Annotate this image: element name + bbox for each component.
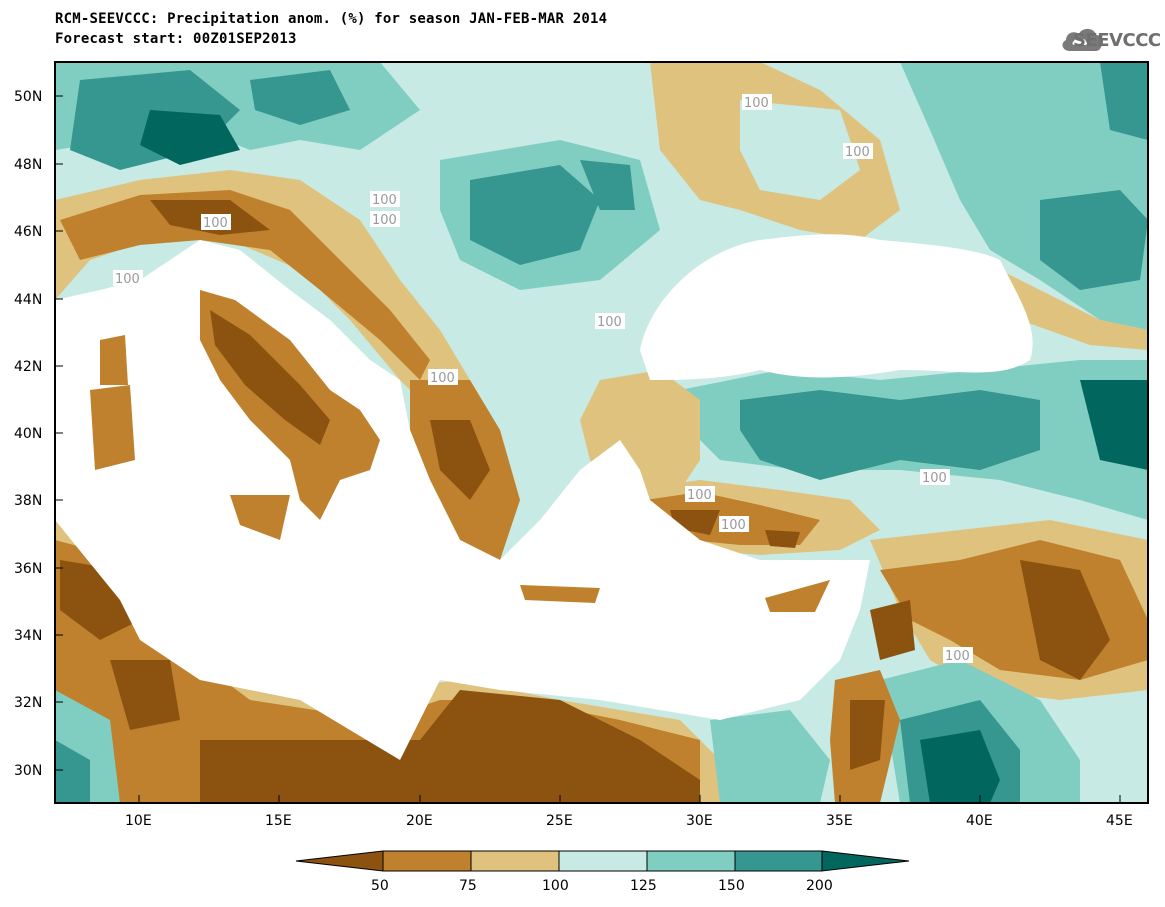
contour-label-bg [742, 94, 772, 110]
colorbar-segment-150-200 [734, 850, 823, 872]
anomaly-region [110, 660, 180, 730]
lon-label: 20E [406, 813, 433, 829]
anomaly-region [470, 165, 600, 265]
anomaly-region [60, 190, 430, 380]
lon-label: 40E [966, 813, 993, 829]
contour-label: 100 [115, 272, 140, 287]
contour-label: 100 [372, 213, 397, 228]
contour-label-bg [685, 486, 715, 502]
lat-label: 48N [14, 157, 42, 173]
colorbar-label: 150 [718, 878, 745, 894]
contour-labels: 100 100 100 100 100 100 100 100 100 100 … [113, 94, 973, 664]
colorbar-segment-below-50 [295, 850, 384, 872]
lat-label: 42N [14, 359, 42, 375]
colorbar-label: 125 [630, 878, 657, 894]
corsica [100, 335, 128, 385]
contour-label: 100 [372, 193, 397, 208]
lat-label: 44N [14, 292, 42, 308]
lon-label: 15E [265, 813, 292, 829]
sardinia [90, 385, 135, 470]
contour-label: 100 [945, 649, 970, 664]
anomaly-region [200, 690, 700, 803]
lon-label: 35E [826, 813, 853, 829]
lat-label: 32N [14, 695, 42, 711]
cyprus [765, 580, 830, 612]
colorbar-label: 200 [806, 878, 833, 894]
lat-label: 30N [14, 763, 42, 779]
anomaly-region [580, 160, 635, 210]
contour-label-bg [920, 469, 950, 485]
colorbar-segment-50-75 [382, 850, 472, 872]
colorbar-segment-75-100 [470, 850, 560, 872]
anomaly-region [870, 600, 915, 660]
sea-mask [640, 234, 1033, 380]
anomaly-region [740, 390, 1040, 480]
anomaly-region [140, 110, 240, 165]
colorbar-label: 50 [371, 878, 389, 894]
anomaly-region [250, 70, 350, 125]
anomaly-region [55, 740, 90, 803]
anomaly-region [1040, 190, 1148, 290]
map-title: RCM-SEEVCCC: Precipitation anom. (%) for… [55, 11, 608, 27]
contour-label: 100 [430, 371, 455, 386]
lon-label: 30E [686, 813, 713, 829]
contour-label: 100 [845, 145, 870, 160]
contour-label-bg [370, 211, 400, 227]
colorbar-label: 75 [459, 878, 477, 894]
anomaly-region [1080, 380, 1148, 470]
latitude-axis: 50N 48N 46N 44N 42N 40N 38N 36N 34N 32N … [14, 89, 63, 779]
lat-label: 38N [14, 493, 42, 509]
contour-label-bg [943, 647, 973, 663]
lat-label: 46N [14, 224, 42, 240]
sicily [230, 495, 290, 540]
contour-label: 100 [922, 471, 947, 486]
colorbar-segment-above-200 [821, 850, 910, 872]
contour-label: 100 [203, 216, 228, 231]
contour-label-bg [719, 516, 749, 532]
anomaly-region [710, 710, 830, 803]
crete [520, 585, 600, 603]
contour-label-bg [843, 143, 873, 159]
forecast-start-subtitle: Forecast start: 00Z01SEP2013 [55, 31, 297, 47]
anomaly-region [850, 700, 885, 770]
contour-label: 100 [597, 315, 622, 330]
anomaly-region [1100, 62, 1148, 140]
anomaly-region [1020, 560, 1110, 680]
lon-label: 45E [1106, 813, 1133, 829]
contour-label: 100 [744, 96, 769, 111]
contour-label-bg [428, 369, 458, 385]
cloud-logo-icon [1062, 28, 1104, 51]
anomaly-region [430, 420, 490, 500]
colorbar-segment-125-150 [646, 850, 736, 872]
contour-label-bg [113, 270, 143, 286]
anomaly-region [740, 100, 860, 200]
lat-label: 34N [14, 628, 42, 644]
contour-label-bg [201, 214, 231, 230]
lat-label: 36N [14, 561, 42, 577]
longitude-axis: 10E 15E 20E 25E 30E 35E 40E 45E [125, 795, 1133, 829]
lat-label: 50N [14, 89, 42, 105]
colorbar: 50 75 100 125 150 200 [295, 850, 910, 894]
lon-label: 25E [546, 813, 573, 829]
contour-label: 100 [721, 518, 746, 533]
lat-label: 40N [14, 426, 42, 442]
colorbar-label: 100 [542, 878, 569, 894]
contour-label-bg [595, 313, 625, 329]
anomaly-region [765, 530, 800, 548]
italy-core [210, 310, 330, 445]
contour-label-bg [370, 191, 400, 207]
logo-text: SEEVCCC [1073, 30, 1161, 51]
lon-label: 10E [125, 813, 152, 829]
map-field [55, 62, 1148, 803]
contour-label: 100 [687, 488, 712, 503]
anomaly-region [920, 730, 1000, 803]
colorbar-segment-100-125 [558, 850, 648, 872]
